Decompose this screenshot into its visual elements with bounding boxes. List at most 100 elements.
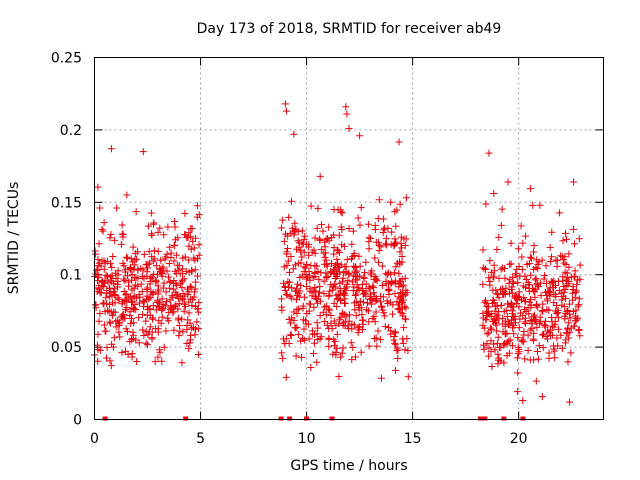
data-point xyxy=(534,303,542,311)
data-point xyxy=(161,255,169,263)
data-point xyxy=(349,227,357,235)
data-point xyxy=(108,299,116,307)
data-point xyxy=(568,273,576,281)
data-point xyxy=(192,302,200,310)
data-point xyxy=(526,298,534,306)
data-point xyxy=(393,347,401,355)
data-points xyxy=(91,100,584,421)
data-point xyxy=(300,293,308,301)
grid-lines xyxy=(94,57,604,420)
data-point xyxy=(538,307,546,315)
data-point xyxy=(364,299,372,307)
data-point xyxy=(279,216,287,224)
data-point xyxy=(181,302,189,310)
data-point xyxy=(339,274,347,282)
data-point xyxy=(106,273,114,281)
data-point xyxy=(558,296,566,304)
data-point xyxy=(564,358,572,366)
data-point xyxy=(285,315,293,323)
data-point xyxy=(280,263,288,271)
data-point xyxy=(178,359,186,367)
data-point xyxy=(311,234,319,242)
data-point xyxy=(185,309,193,317)
data-point xyxy=(317,269,325,277)
data-point xyxy=(123,191,131,199)
data-point xyxy=(133,357,141,365)
data-point xyxy=(151,358,159,366)
data-point xyxy=(166,284,174,292)
data-point xyxy=(143,292,151,300)
data-point xyxy=(162,288,170,296)
data-point xyxy=(563,269,571,277)
data-point xyxy=(286,331,294,339)
data-point xyxy=(136,299,144,307)
data-point xyxy=(562,336,570,344)
data-point xyxy=(311,331,319,339)
data-point xyxy=(519,239,527,247)
data-point xyxy=(159,304,167,312)
data-point xyxy=(107,230,115,238)
data-point xyxy=(529,201,537,209)
data-point xyxy=(404,373,412,381)
data-point xyxy=(311,249,319,257)
data-point xyxy=(341,299,349,307)
data-point xyxy=(391,235,399,243)
data-point xyxy=(493,246,501,254)
data-point xyxy=(489,317,497,325)
data-point xyxy=(122,325,130,333)
data-point xyxy=(154,288,162,296)
data-point xyxy=(351,267,359,275)
data-point xyxy=(494,290,502,298)
data-point xyxy=(283,250,291,258)
data-point xyxy=(338,241,346,249)
data-point xyxy=(553,262,561,270)
data-point xyxy=(106,319,114,327)
data-point xyxy=(352,273,360,281)
data-point xyxy=(495,294,503,302)
data-point xyxy=(134,248,142,256)
data-point xyxy=(297,337,305,345)
data-point xyxy=(180,307,188,315)
data-point xyxy=(113,204,121,212)
data-point xyxy=(308,327,316,335)
data-point xyxy=(338,278,346,286)
data-point xyxy=(554,314,562,322)
data-point xyxy=(382,235,390,243)
data-point xyxy=(160,279,168,287)
data-point xyxy=(142,327,150,335)
data-point xyxy=(488,363,496,371)
data-point xyxy=(298,227,306,235)
data-point xyxy=(555,325,563,333)
data-point xyxy=(372,334,380,342)
data-point xyxy=(532,274,540,282)
data-point xyxy=(392,263,400,271)
data-point xyxy=(330,250,338,258)
data-point xyxy=(396,200,404,208)
data-point xyxy=(515,324,523,332)
data-point xyxy=(489,273,497,281)
data-point xyxy=(325,342,333,350)
data-point xyxy=(294,305,302,313)
data-point xyxy=(294,280,302,288)
data-point xyxy=(290,130,298,138)
data-point xyxy=(304,320,312,328)
data-point xyxy=(384,224,392,232)
data-point xyxy=(139,326,147,334)
data-point xyxy=(316,236,324,244)
data-point xyxy=(494,339,502,347)
data-point xyxy=(284,257,292,265)
data-point xyxy=(359,298,367,306)
data-point xyxy=(100,265,108,273)
data-point xyxy=(143,272,151,280)
data-point xyxy=(479,246,487,254)
data-point xyxy=(398,292,406,300)
data-point xyxy=(330,265,338,273)
data-point xyxy=(193,202,201,210)
data-point xyxy=(566,328,574,336)
data-point xyxy=(179,328,187,336)
data-point xyxy=(287,331,295,339)
data-point xyxy=(155,317,163,325)
data-point xyxy=(520,338,528,346)
data-point xyxy=(181,292,189,300)
data-point xyxy=(543,280,551,288)
